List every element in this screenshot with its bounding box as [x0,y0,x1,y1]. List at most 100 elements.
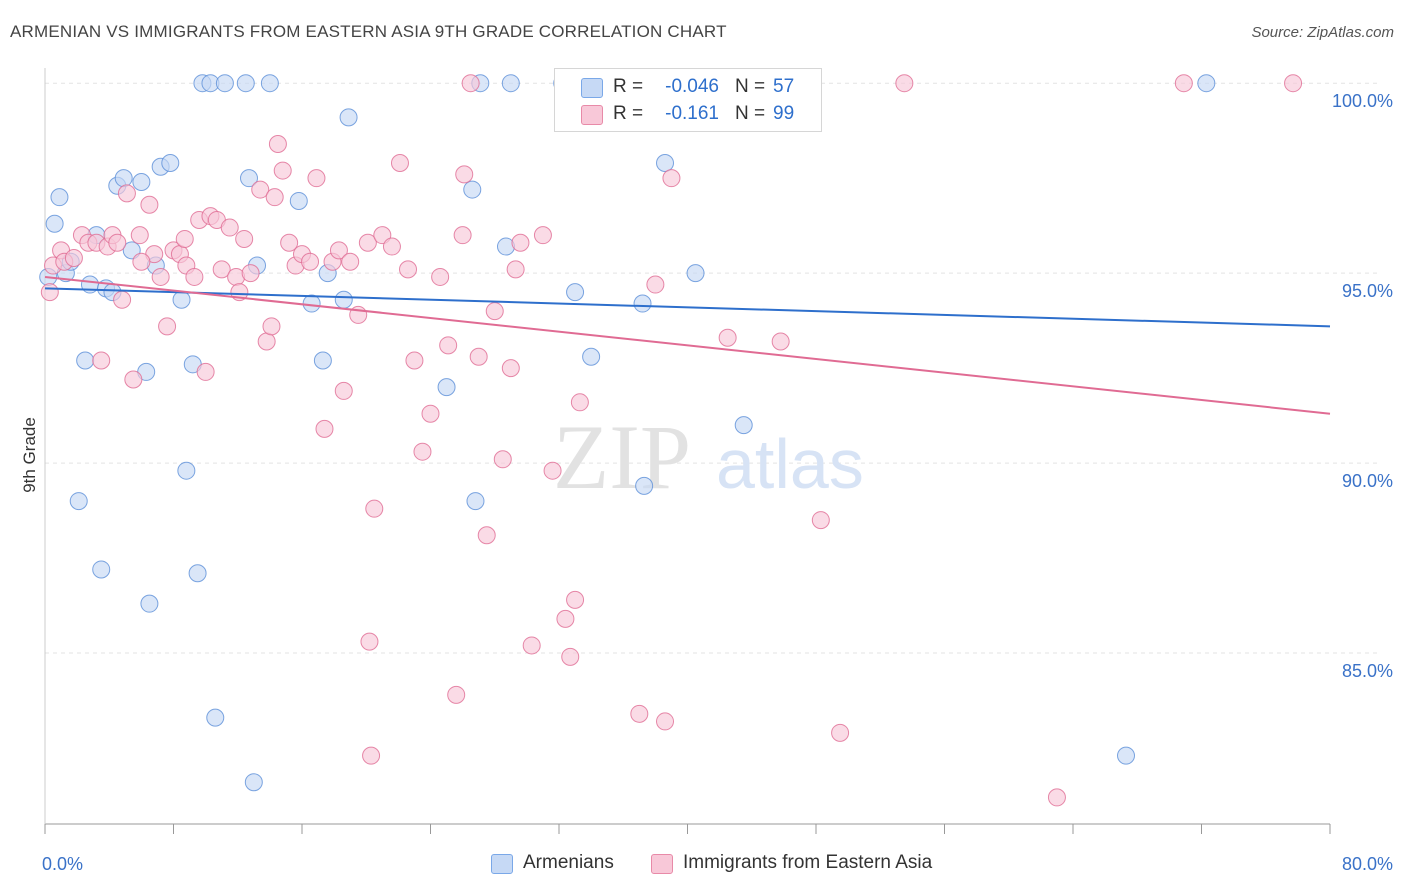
armenian-point [501,74,520,93]
immigrant-point [40,283,59,302]
bottom-legend-label-armenians: Armenians [523,852,614,873]
immigrant-point [493,450,512,469]
armenian-point [313,351,332,370]
immigrant-point [630,704,649,723]
legend-r-label: R = [613,103,644,124]
immigrant-point [662,169,681,188]
armenian-point [734,416,753,435]
y-tick-label: 90.0% [1342,471,1393,491]
chart-source: Source: ZipAtlas.com [1251,24,1394,41]
watermark: ZIP atlas [553,406,864,508]
immigrant-point [421,404,440,423]
immigrant-point [543,461,562,480]
armenian-point [633,294,652,313]
immigrant-point [64,248,83,267]
y-tick-label: 100.0% [1332,91,1393,111]
immigrant-point [108,233,127,252]
immigrant-point [175,229,194,248]
immigrant-point [113,290,132,309]
immigrant-point [268,134,287,153]
armenian-point [114,169,133,188]
immigrant-point [455,165,474,184]
armenian-point [635,476,654,495]
immigrant-point [92,351,111,370]
legend-r-value: -0.161 [665,103,719,124]
immigrant-point [461,74,480,93]
immigrant-point [329,241,348,260]
immigrant-point [1174,74,1193,93]
immigrant-point [220,218,239,237]
y-tick-label: 95.0% [1342,281,1393,301]
immigrant-point [831,723,850,742]
stats-legend: R = -0.046 N = 57 R = -0.161 N = 99 [554,68,822,132]
immigrant-point [771,332,790,351]
immigrant-point [196,362,215,381]
y-axis-label: 9th Grade [20,417,39,493]
immigrant-point [656,712,675,731]
legend-row-immigrants: R = -0.161 N = 99 [555,100,821,128]
immigrant-point [307,169,326,188]
chart-title: ARMENIAN VS IMMIGRANTS FROM EASTERN ASIA… [10,22,727,41]
legend-row-armenians: R = -0.046 N = 57 [555,73,821,101]
immigrant-point [469,347,488,366]
trend-lines [44,275,1331,415]
x-tick-label-min: 0.0% [42,854,83,874]
immigrant-point [1284,74,1303,93]
immigrant-point [646,275,665,294]
immigrant-point [140,195,159,214]
legend-n-label: N = [735,103,766,124]
legend-swatch-armenians [581,78,603,98]
immigrant-point [334,381,353,400]
immigrant-point [718,328,737,347]
immigrant-point [566,590,585,609]
immigrant-point [439,336,458,355]
armenian-point [69,492,88,511]
armenian-point [1197,74,1216,93]
immigrant-point [399,260,418,279]
immigrant-point [273,161,292,180]
armenian-point [566,283,585,302]
immigrant-point [485,302,504,321]
immigrant-point [1047,788,1066,807]
immigrant-point [811,511,830,530]
immigrant-point [556,609,575,628]
armenian-point [686,264,705,283]
immigrant-point [358,233,377,252]
immigrant-point [130,226,149,245]
immigrant-point [447,685,466,704]
armenian-point [289,191,308,210]
armenian-point [206,708,225,727]
armenian-point [260,74,279,93]
armenian-point [76,351,95,370]
armenian-point [1117,746,1136,765]
immigrant-point [235,229,254,248]
armenian-point [45,214,64,233]
immigrant-point [241,264,260,283]
data-points [39,74,1303,807]
immigrant-point [431,267,450,286]
armenian-point [466,492,485,511]
immigrant-point [390,153,409,172]
immigrant-point [124,370,143,389]
bottom-legend-swatch-armenians [491,854,513,874]
immigrant-point [365,499,384,518]
armenian-point [161,153,180,172]
legend-n-value: 99 [773,103,795,124]
armenian-point [302,294,321,313]
armenian-point [132,172,151,191]
armenian-point [334,290,353,309]
axes [44,68,1331,834]
armenian-point [177,461,196,480]
immigrant-point [212,260,231,279]
armenian-point [236,74,255,93]
immigrant-point [570,393,589,412]
armenian-point [339,108,358,127]
armenian-point [437,378,456,397]
x-tick-label-max: 80.0% [1342,854,1393,874]
immigrant-trend-line [44,275,1331,415]
immigrant-point [257,332,276,351]
immigrant-point [280,233,299,252]
immigrant-point [561,647,580,666]
armenian-point [656,153,675,172]
immigrant-point [315,419,334,438]
